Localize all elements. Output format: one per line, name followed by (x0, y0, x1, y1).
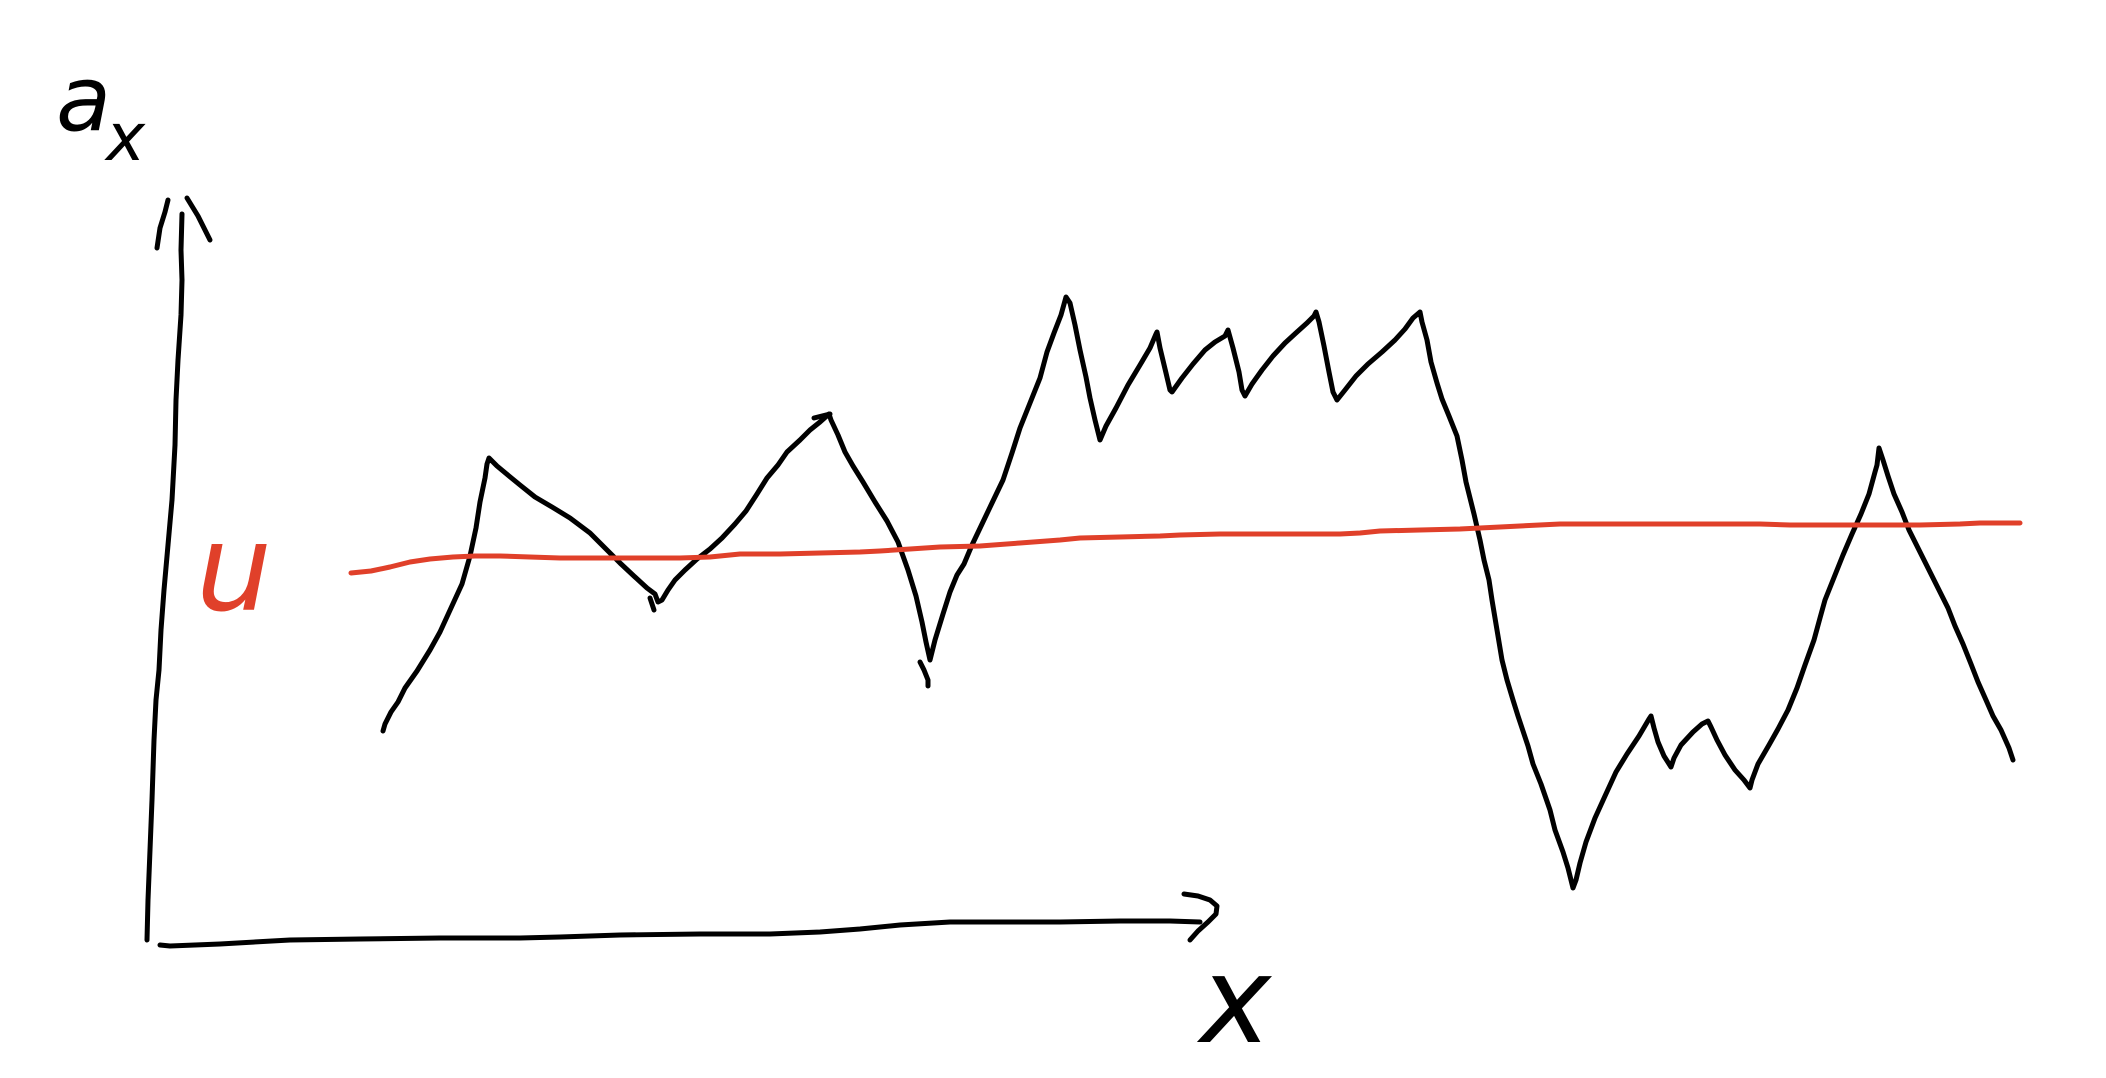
y-axis-label-subscript: x (104, 99, 146, 176)
y-axis-line (144, 211, 185, 943)
y-axis (144, 195, 213, 943)
fluctuating-curve (380, 294, 2016, 891)
mean-line (348, 520, 2023, 576)
curve-stroke-fragment (647, 595, 657, 613)
y-axis-label-main: a (56, 47, 111, 152)
mean-line-label: u (196, 500, 272, 639)
curve-stroke-fragment (811, 411, 833, 421)
x-axis-line (157, 918, 1203, 949)
x-axis-arrowhead (1181, 891, 1220, 943)
y-axis-arrowhead (184, 195, 213, 243)
x-axis-label: x (1196, 932, 1273, 1071)
x-axis (157, 891, 1220, 949)
curve-stroke-fragment (917, 659, 931, 689)
y-axis-label: a x (56, 47, 146, 176)
y-axis-arrowhead (154, 197, 171, 251)
